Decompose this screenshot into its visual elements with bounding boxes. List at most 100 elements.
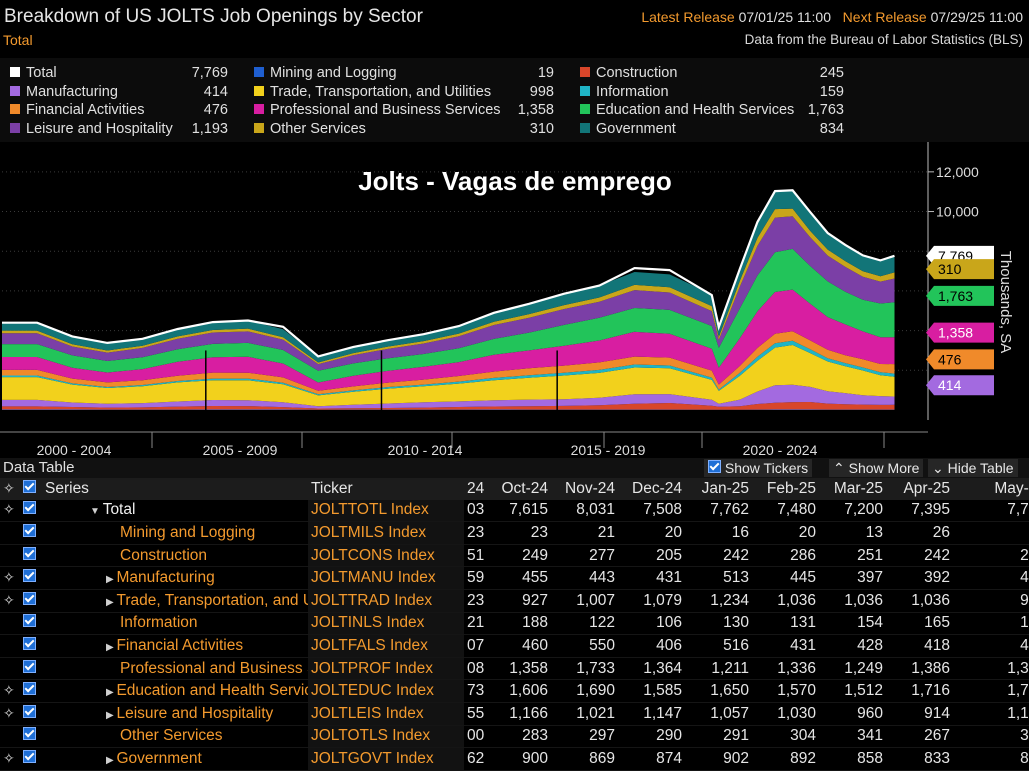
value-cell: 397 [819,566,886,590]
legend: Total 7,769 Manufacturing 414 Financial Acti… [0,58,1029,142]
checkbox-cell [20,589,42,613]
legend-item[interactable]: Financial Activities 476 [10,102,228,118]
legend-value: 476 [203,102,228,118]
expand-arrow-icon[interactable]: ▶ [106,709,117,721]
month-column-header[interactable]: Apr-25 [886,478,953,500]
expand-arrow-icon[interactable]: ▶ [106,754,117,766]
expand-arrow-icon[interactable]: ▶ [106,687,117,699]
month-column-header[interactable]: Jan-25 [685,478,752,500]
table-row[interactable]: ✧ ▼ Total JOLTTOTL Index 03 7,615 8,031 7,508 7… [0,499,1029,523]
expand-arrow-icon[interactable]: ▶ [106,641,117,653]
show-tickers-checkbox-icon[interactable] [708,460,721,473]
value-cell: 341 [819,725,886,749]
value-cell: 106 [618,612,685,636]
legend-item[interactable]: Construction 245 [580,65,844,81]
clipped-value-cell: 00 [464,725,484,749]
row-checkbox[interactable] [23,614,36,628]
legend-swatch [254,85,264,96]
legend-item[interactable]: Mining and Logging 19 [254,65,554,81]
row-checkbox[interactable] [23,704,36,718]
select-all-checkbox[interactable] [23,479,36,493]
crosshair-icon[interactable]: ✧ [3,749,15,766]
row-checkbox[interactable] [23,749,36,763]
collapse-arrow-icon[interactable]: ▼ [90,506,103,518]
value-cell: 267 [886,725,953,749]
crosshair-icon[interactable]: ✧ [3,682,15,699]
value-cell: 1,036 [886,589,953,613]
data-table-toolbar: Data Table Show Tickers ⌃ Show More ⌄ Hi… [0,458,1029,478]
chart-subtitle: Total [3,32,33,48]
legend-item[interactable]: Total 7,769 [10,65,228,81]
crosshair-icon[interactable]: ✧ [3,479,15,496]
value-cell: 1,057 [685,702,752,726]
legend-value: 998 [529,83,554,100]
series-name: Information [120,614,198,632]
table-row[interactable]: ▶ Financial Activities JOLTFALS Index 07 46… [0,634,1029,658]
legend-item[interactable]: Information 159 [580,84,844,100]
crosshair-cell: ✧ [0,589,20,613]
table-row[interactable]: Information JOLTINLS Index 21 188 122 106 130 1… [0,612,1029,636]
legend-item[interactable]: Government 834 [580,121,844,137]
legend-item[interactable]: Other Services 310 [254,121,554,137]
ticker-column-header[interactable]: Ticker [308,478,464,500]
show-tickers-button[interactable]: Show Tickers [704,459,813,477]
table-row[interactable]: ✧ ▶ Leisure and Hospitality JOLTLEIS Index… [0,702,1029,726]
legend-label: Leisure and Hospitality [26,120,173,137]
crosshair-cell [0,657,20,681]
table-row[interactable]: ✧ ▶ Trade, Transportation, and U... JOLTTR… [0,589,1029,613]
clipped-column-header[interactable]: 24 [464,478,484,500]
legend-item[interactable]: Education and Health Services 1,763 [580,102,844,118]
row-checkbox[interactable] [23,659,36,673]
value-cell: 1,690 [551,679,618,703]
month-column-header[interactable]: Mar-25 [819,478,886,500]
crosshair-icon[interactable]: ✧ [3,569,15,586]
legend-item[interactable]: Professional and Business Services 1,358 [254,102,554,118]
value-cell: 20 [618,521,685,545]
row-checkbox[interactable] [23,591,36,605]
clipped-value-cell: 23 [464,589,484,613]
table-row[interactable]: Professional and Business S...JOLTPROF I… [0,657,1029,681]
checkbox-cell [20,634,42,658]
clipped-value-cell: 55 [464,702,484,726]
row-checkbox[interactable] [23,569,36,583]
table-row[interactable]: ✧ ▶ Education and Health Services JOLTEDUC… [0,679,1029,703]
series-name-cell: ▶ Leisure and Hospitality [42,702,308,726]
hide-table-button[interactable]: ⌄ Hide Table [928,459,1018,477]
crosshair-icon[interactable]: ✧ [3,501,15,518]
row-checkbox[interactable] [23,636,36,650]
table-row[interactable]: Construction JOLTCONS Index 51 249 277 205 242… [0,544,1029,568]
crosshair-icon[interactable]: ✧ [3,591,15,608]
crosshair-cell: ✧ [0,499,20,523]
month-column-header[interactable]: May-25 [953,478,1029,500]
show-more-button[interactable]: ⌃ Show More [829,459,924,477]
series-column-header[interactable]: Series [42,478,308,500]
legend-item[interactable]: Trade, Transportation, and Utilities 998 [254,84,554,100]
expand-arrow-icon[interactable]: ▶ [106,574,117,586]
crosshair-icon[interactable]: ✧ [3,704,15,721]
month-column-header[interactable]: Dec-24 [618,478,685,500]
row-checkbox[interactable] [23,682,36,696]
clipped-value-cell: 07 [464,634,484,658]
table-row[interactable]: ✧ ▶ Government JOLTGOVT Index 62 900 869 874 90… [0,747,1029,771]
month-column-header[interactable]: Feb-25 [752,478,819,500]
row-checkbox[interactable] [23,523,36,537]
legend-item[interactable]: Manufacturing 414 [10,84,228,100]
value-cell: 310 [953,725,1029,749]
legend-item[interactable]: Leisure and Hospitality 1,193 [10,121,228,137]
row-checkbox[interactable] [23,501,36,515]
data-source: Data from the Bureau of Labor Statistics… [744,32,1023,47]
table-row[interactable]: Other Services JOLTOTLS Index 00 283 297 290 2… [0,725,1029,749]
legend-label: Total [26,65,57,81]
series-name: Manufacturing [116,569,215,587]
table-row[interactable]: Mining and Logging JOLTMILS Index 23 23 21 20… [0,521,1029,545]
row-checkbox[interactable] [23,727,36,741]
expand-arrow-icon[interactable]: ▶ [106,596,117,608]
month-column-header[interactable]: Oct-24 [484,478,551,500]
row-checkbox[interactable] [23,546,36,560]
checkbox-cell [20,747,42,771]
value-cell: 998 [953,589,1029,613]
table-row[interactable]: ✧ ▶ Manufacturing JOLTMANU Index 59 455 443 43… [0,566,1029,590]
month-column-header[interactable]: Nov-24 [551,478,618,500]
ticker-cell: JOLTINLS Index [308,612,464,636]
legend-value: 414 [203,83,228,100]
